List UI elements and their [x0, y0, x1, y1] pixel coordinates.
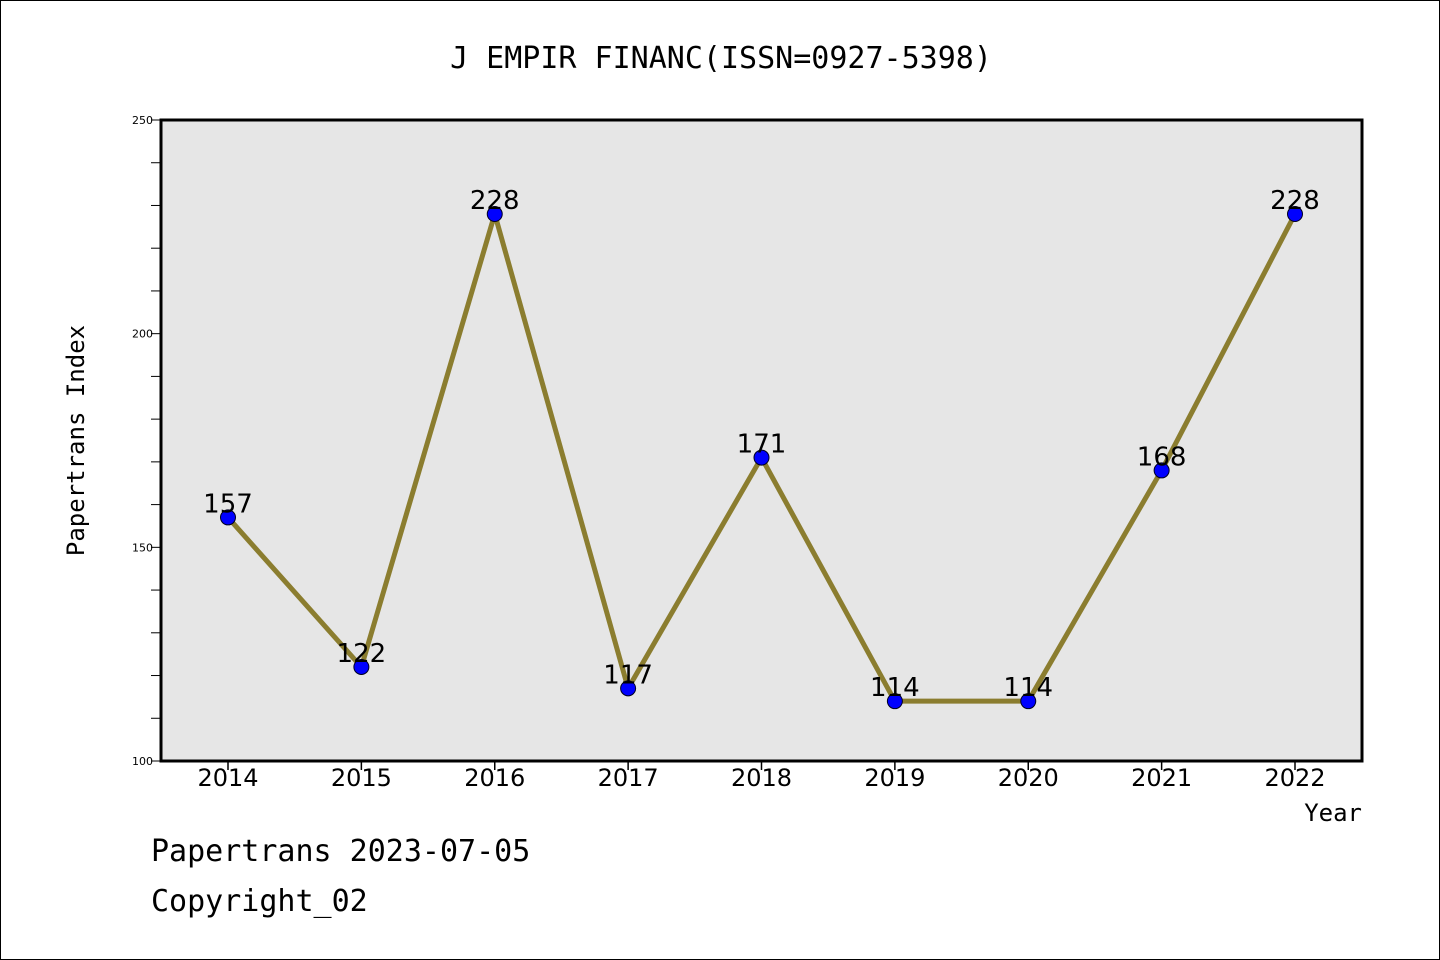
x-tick-label: 2016: [464, 764, 525, 792]
data-point: [1020, 693, 1037, 710]
x-tick-label: 2022: [1264, 764, 1325, 792]
series-markers: [220, 206, 1303, 710]
footer-date: Papertrans 2023-07-05: [151, 834, 531, 869]
plot-area: [161, 120, 1362, 761]
data-point: [220, 509, 236, 526]
x-tick-label: 2017: [598, 764, 659, 792]
x-axis: 2014 2015 2016 2017 2018 2019 2020 2021 2022: [197, 761, 1326, 792]
data-point: [753, 449, 770, 466]
data-label: 122: [337, 639, 387, 669]
y-tick-label: 200: [132, 328, 153, 341]
y-tick-label: 250: [132, 114, 153, 127]
plot-frame: [159, 118, 1364, 763]
chart-title: J EMPIR FINANC(ISSN=0927-5398): [450, 41, 992, 76]
data-label: 117: [603, 660, 653, 690]
data-label: 157: [203, 489, 253, 519]
data-label: 228: [470, 186, 520, 216]
data-label: 114: [870, 673, 920, 703]
y-tick-label: 150: [132, 541, 153, 554]
x-axis-label: Year: [1304, 799, 1362, 827]
data-labels: 157 122 228 117 171 114 114 168 228: [203, 186, 1320, 703]
data-point: [1153, 462, 1170, 479]
x-tick-label: 2015: [331, 764, 392, 792]
x-tick-label: 2020: [998, 764, 1059, 792]
data-point: [353, 658, 370, 675]
data-point: [1287, 206, 1303, 223]
data-label: 168: [1137, 442, 1187, 472]
data-label: 171: [737, 430, 787, 460]
data-point: [486, 206, 503, 223]
x-tick-label: 2021: [1131, 764, 1192, 792]
data-point: [620, 680, 637, 697]
y-axis-label: Papertrans Index: [62, 325, 90, 556]
y-axis: 100 150 200 250: [132, 114, 161, 768]
data-label: 228: [1270, 186, 1320, 216]
data-point: [886, 693, 903, 710]
data-label: 114: [1003, 673, 1053, 703]
x-tick-label: 2018: [731, 764, 792, 792]
y-tick-label: 100: [132, 755, 153, 768]
x-tick-label: 2019: [864, 764, 925, 792]
footer-copyright: Copyright_02: [151, 884, 368, 919]
x-tick-label: 2014: [197, 764, 258, 792]
